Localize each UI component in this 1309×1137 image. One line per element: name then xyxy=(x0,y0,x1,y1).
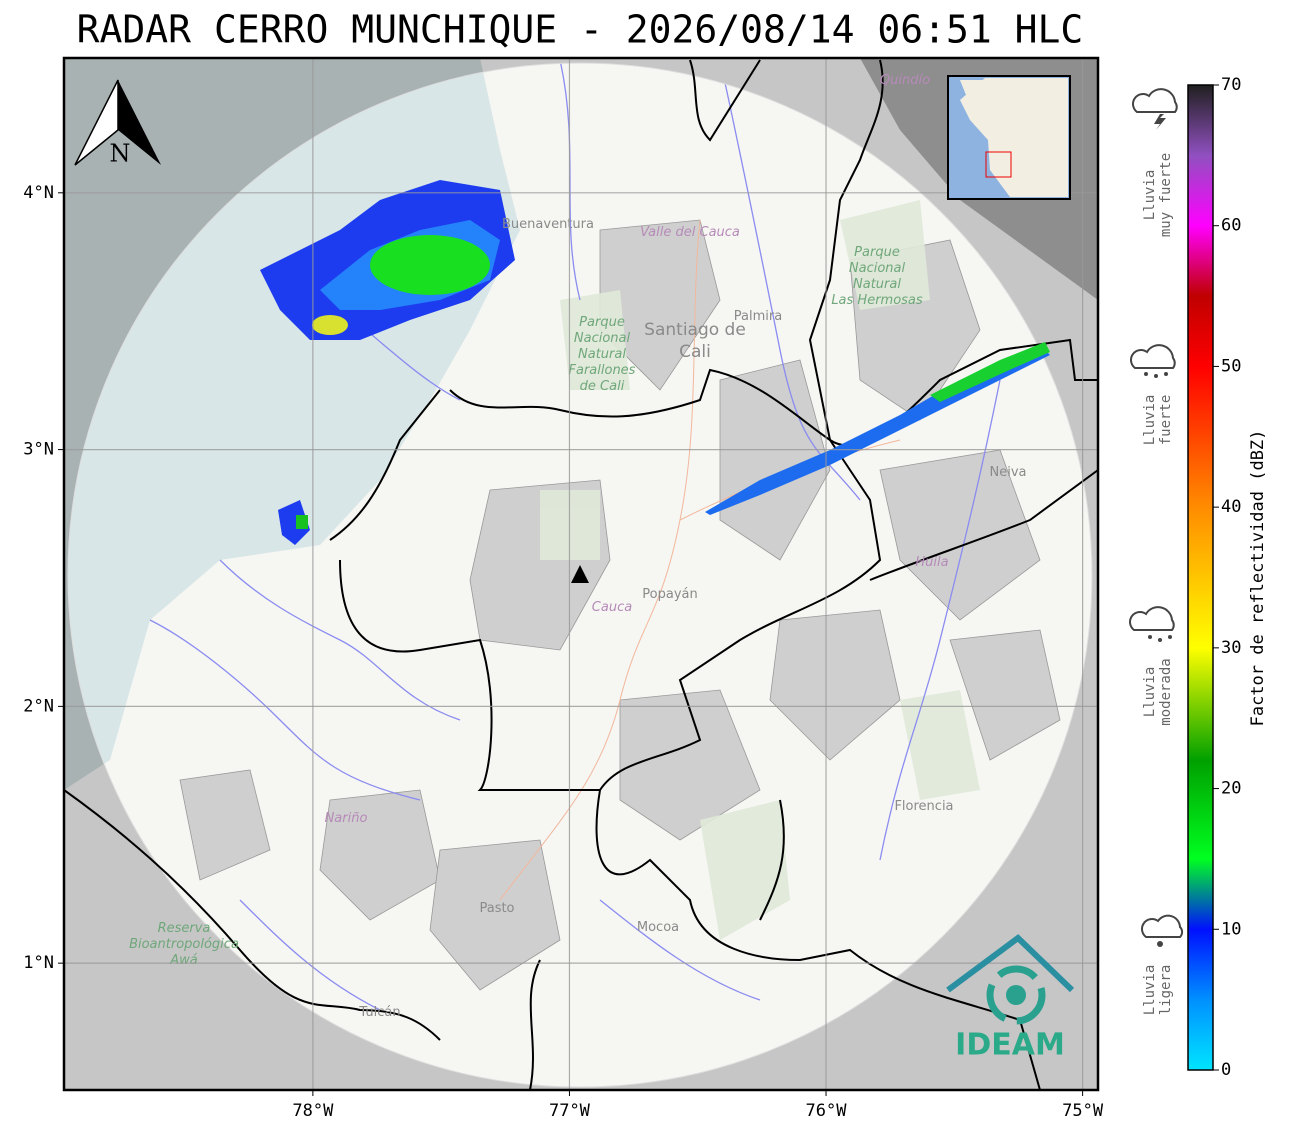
colorbar-tick-label: 50 xyxy=(1221,356,1241,376)
place-label: Popayán xyxy=(642,587,697,602)
x-tick-label: 77°W xyxy=(549,1101,591,1121)
colorbar-tick-label: 20 xyxy=(1221,779,1241,799)
colorbar-tick-label: 70 xyxy=(1221,75,1241,95)
place-label: Cauca xyxy=(592,600,632,615)
place-labels: Quindío Buenaventura Valle del Cauca Par… xyxy=(129,73,1026,1020)
map: Quindío Buenaventura Valle del Cauca Par… xyxy=(64,58,1098,1090)
colorbar-tick-label: 10 xyxy=(1221,919,1241,939)
icon xyxy=(1129,88,1184,938)
place-label: Florencia xyxy=(894,799,953,814)
north-label: N xyxy=(110,140,131,168)
colorbar-tick-label: 30 xyxy=(1221,638,1241,658)
colorbar-tick-label: 60 xyxy=(1221,216,1241,236)
rain-category: Lluviamoderada xyxy=(1142,658,1174,725)
colorbar-scale xyxy=(1187,84,1214,1071)
north-arrow: N xyxy=(74,79,161,168)
rain-category: Lluviafuerte xyxy=(1142,395,1174,446)
place-label: Pasto xyxy=(479,901,514,916)
graticule xyxy=(64,58,1098,1090)
rain-category: Lluvialigera xyxy=(1142,965,1174,1016)
y-tick-label: 1°N xyxy=(23,953,54,973)
place-label: Huila xyxy=(915,555,948,570)
place-label: Santiago de Cali xyxy=(644,320,746,362)
place-label: Parque Nacional Natural Farallones de Cali xyxy=(569,315,636,394)
place-label: Nariño xyxy=(325,811,368,826)
map-frame xyxy=(62,56,1100,1092)
x-tick-label: 76°W xyxy=(806,1101,848,1121)
place-label: Mocoa xyxy=(637,920,679,935)
colorbar-tick-label: 0 xyxy=(1221,1060,1231,1080)
logo: IDEAM xyxy=(946,934,1075,1063)
title: RADAR CERRO MUNCHIQUE - 2026/08/14 06:51… xyxy=(77,8,1084,52)
x-tick-label: 75°W xyxy=(1062,1101,1104,1121)
y-tick-label: 4°N xyxy=(23,183,54,203)
colorbar-label: Factor de reflectividad (dBZ) xyxy=(1248,430,1268,727)
y-tick-label: 2°N xyxy=(23,696,54,716)
place-label: Parque Nacional Natural Las Hermosas xyxy=(831,245,923,308)
place-label: Valle del Cauca xyxy=(640,225,740,240)
place-label: Palmira xyxy=(734,309,782,324)
place-label: Tulcán xyxy=(358,1005,400,1020)
inset-map xyxy=(947,75,1071,200)
rain-category: Lluviamuy fuerte xyxy=(1142,153,1174,237)
place-label: Neiva xyxy=(990,465,1027,480)
colorbar: Factor de reflectividad (dBZ) 0 10 20 30 40 5… xyxy=(1187,75,1268,1080)
place-label: Reserva Bioantropológica Awá xyxy=(129,921,239,968)
x-tick-label: 78°W xyxy=(292,1101,334,1121)
colorbar-tick-label: 40 xyxy=(1221,497,1241,517)
y-tick-label: 3°N xyxy=(23,440,54,460)
radar-echoes xyxy=(260,180,1050,545)
radar-site xyxy=(571,565,589,583)
logo-text: IDEAM xyxy=(955,1028,1065,1063)
rain-categories: Lluvialigera Lluviamoderada Lluviafuerte… xyxy=(1129,88,1184,1016)
place-label: Buenaventura xyxy=(502,217,594,232)
place-label: Quindío xyxy=(880,73,930,88)
